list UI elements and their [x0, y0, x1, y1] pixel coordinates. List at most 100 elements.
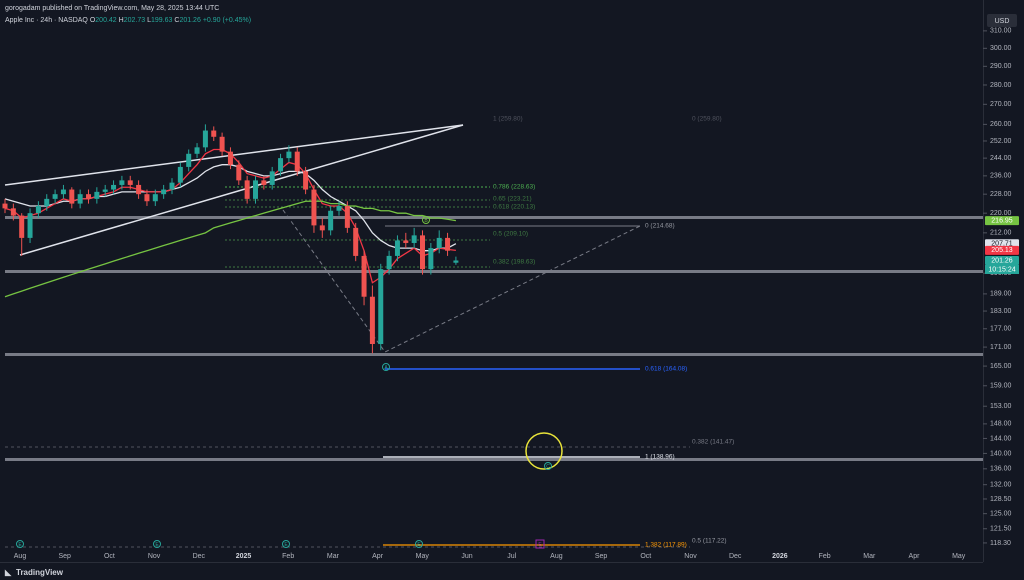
ohlc-letter: O	[90, 17, 96, 24]
candle-body	[102, 189, 108, 192]
x-tick-label: Feb	[819, 553, 831, 560]
candle-body	[44, 198, 50, 206]
candle-body	[286, 151, 292, 159]
fib-label: 0 (214.68)	[645, 223, 675, 230]
x-tick-label: May	[952, 553, 966, 560]
fib-label: 0.5 (209.10)	[493, 231, 528, 238]
trendline	[4, 124, 464, 186]
candle-body	[403, 240, 409, 243]
event-marker	[382, 363, 390, 371]
legend: Apple Inc · 24h · NASDAQ O200.42 H202.73…	[5, 17, 251, 24]
candle-body	[186, 153, 192, 167]
x-tick-label: Oct	[640, 553, 651, 560]
y-tick-label: 252.00	[990, 138, 1012, 145]
candle-body	[303, 171, 309, 190]
candle-body	[111, 184, 117, 190]
fib-label: 1 (259.80)	[493, 116, 523, 123]
price-tag-label: 205.13	[991, 247, 1013, 254]
zigzag	[282, 209, 641, 353]
y-tick-label: 310.00	[990, 28, 1012, 35]
publisher: gorogadam published on TradingView.com, …	[5, 5, 219, 12]
x-tick-label: May	[416, 553, 430, 560]
candle-body	[436, 237, 442, 249]
marker-label: C	[546, 464, 550, 470]
y-tick-label: 177.00	[990, 326, 1012, 333]
ohlc-letter: L	[147, 17, 151, 24]
price-tag	[985, 255, 1019, 265]
candle-body	[344, 205, 350, 228]
y-tick-label: 220.00	[990, 210, 1012, 217]
y-tick-label: 189.00	[990, 291, 1012, 298]
fib-label: 1 (138.96)	[645, 454, 675, 461]
logo-icon: ◣	[4, 568, 12, 577]
y-tick-label: 125.00	[990, 510, 1012, 517]
y-tick-label: 260.00	[990, 121, 1012, 128]
ohlc-letter: C	[174, 17, 179, 24]
candle-body	[278, 158, 284, 172]
y-tick-label: 300.00	[990, 45, 1012, 52]
candle-body	[19, 215, 25, 238]
x-tick-label: Mar	[863, 553, 876, 560]
fib-label: 0.786 (228.63)	[493, 184, 535, 191]
event-marker	[422, 216, 430, 224]
fib-label: 0.618 (164.08)	[645, 366, 687, 373]
candle-body	[227, 151, 233, 165]
marker-label: E	[18, 542, 22, 548]
x-tick-label: 2025	[236, 553, 252, 560]
candle-body	[361, 255, 367, 297]
marker-label: A	[384, 365, 388, 371]
price-tag-label: 216.95	[991, 217, 1013, 224]
candle-body	[428, 248, 434, 270]
event-marker	[535, 539, 545, 549]
ohlc-value: 200.42	[95, 17, 117, 24]
y-tick-label: 159.00	[990, 383, 1012, 390]
countdown-bg	[985, 264, 1019, 274]
y-tick-label: 212.00	[990, 230, 1012, 237]
candle-body	[261, 180, 267, 185]
candle-body	[86, 194, 91, 199]
fib-label: 0.618 (220.13)	[493, 204, 535, 211]
candle-body	[169, 182, 175, 190]
candle-body	[394, 240, 400, 256]
candle-body	[127, 180, 133, 185]
candle-body	[2, 203, 8, 209]
currency: USD	[995, 18, 1010, 25]
candle-body	[236, 164, 242, 181]
y-tick-label: 118.30	[990, 540, 1011, 547]
candle-body	[378, 269, 384, 344]
x-tick-label: Nov	[684, 553, 697, 560]
x-tick-label: 2026	[772, 553, 788, 560]
candle-body	[369, 296, 375, 344]
candle-body	[244, 180, 250, 199]
hline	[5, 270, 983, 273]
candle-body	[386, 255, 392, 270]
fib-label: 0.65 (223.21)	[493, 196, 532, 203]
y-tick-label: 132.00	[990, 482, 1012, 489]
hline	[5, 458, 983, 461]
x-tick-label: Dec	[193, 553, 206, 560]
x-tick-label: Nov	[148, 553, 161, 560]
price-tag-label: 207.71	[991, 241, 1013, 248]
axis-separator	[0, 562, 983, 563]
marker-label: B	[424, 218, 428, 224]
ohlc-value: 202.73	[124, 17, 146, 24]
price-tag	[985, 216, 1019, 226]
candle-body	[194, 147, 200, 154]
x-tick-label: Feb	[282, 553, 294, 560]
candle-body	[328, 210, 334, 231]
marker-label: E	[417, 542, 421, 548]
moving-average	[4, 164, 457, 252]
event-marker	[544, 462, 552, 470]
fib-label: 0.382 (141.47)	[692, 439, 734, 446]
ohlc-value: 199.63	[151, 17, 173, 24]
candle-body	[60, 189, 66, 195]
x-tick-label: Aug	[550, 553, 563, 560]
y-tick-label: 280.00	[990, 82, 1012, 89]
currency-box[interactable]	[987, 14, 1017, 27]
candle-body	[152, 194, 158, 202]
ohlc-letter: H	[119, 17, 124, 24]
y-tick-label: 136.00	[990, 466, 1012, 473]
trendline	[19, 124, 464, 256]
candle-body	[136, 184, 142, 195]
